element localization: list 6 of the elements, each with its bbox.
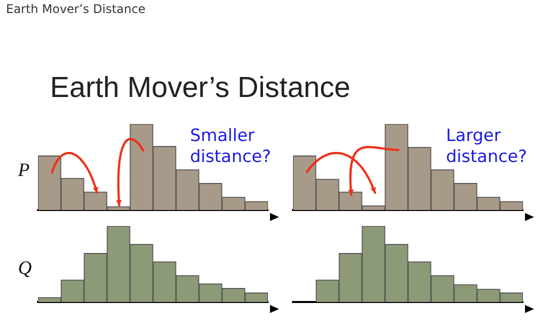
y-axis-title: Q: [18, 258, 32, 280]
annotation: Smaller distance?: [190, 126, 272, 168]
chart-title: Earth Mover’s Distance: [50, 72, 350, 105]
y-axis-title: P: [18, 160, 30, 182]
text: Earth Mover’s Distance: [6, 2, 146, 16]
annotation: Larger distance?: [446, 126, 528, 168]
